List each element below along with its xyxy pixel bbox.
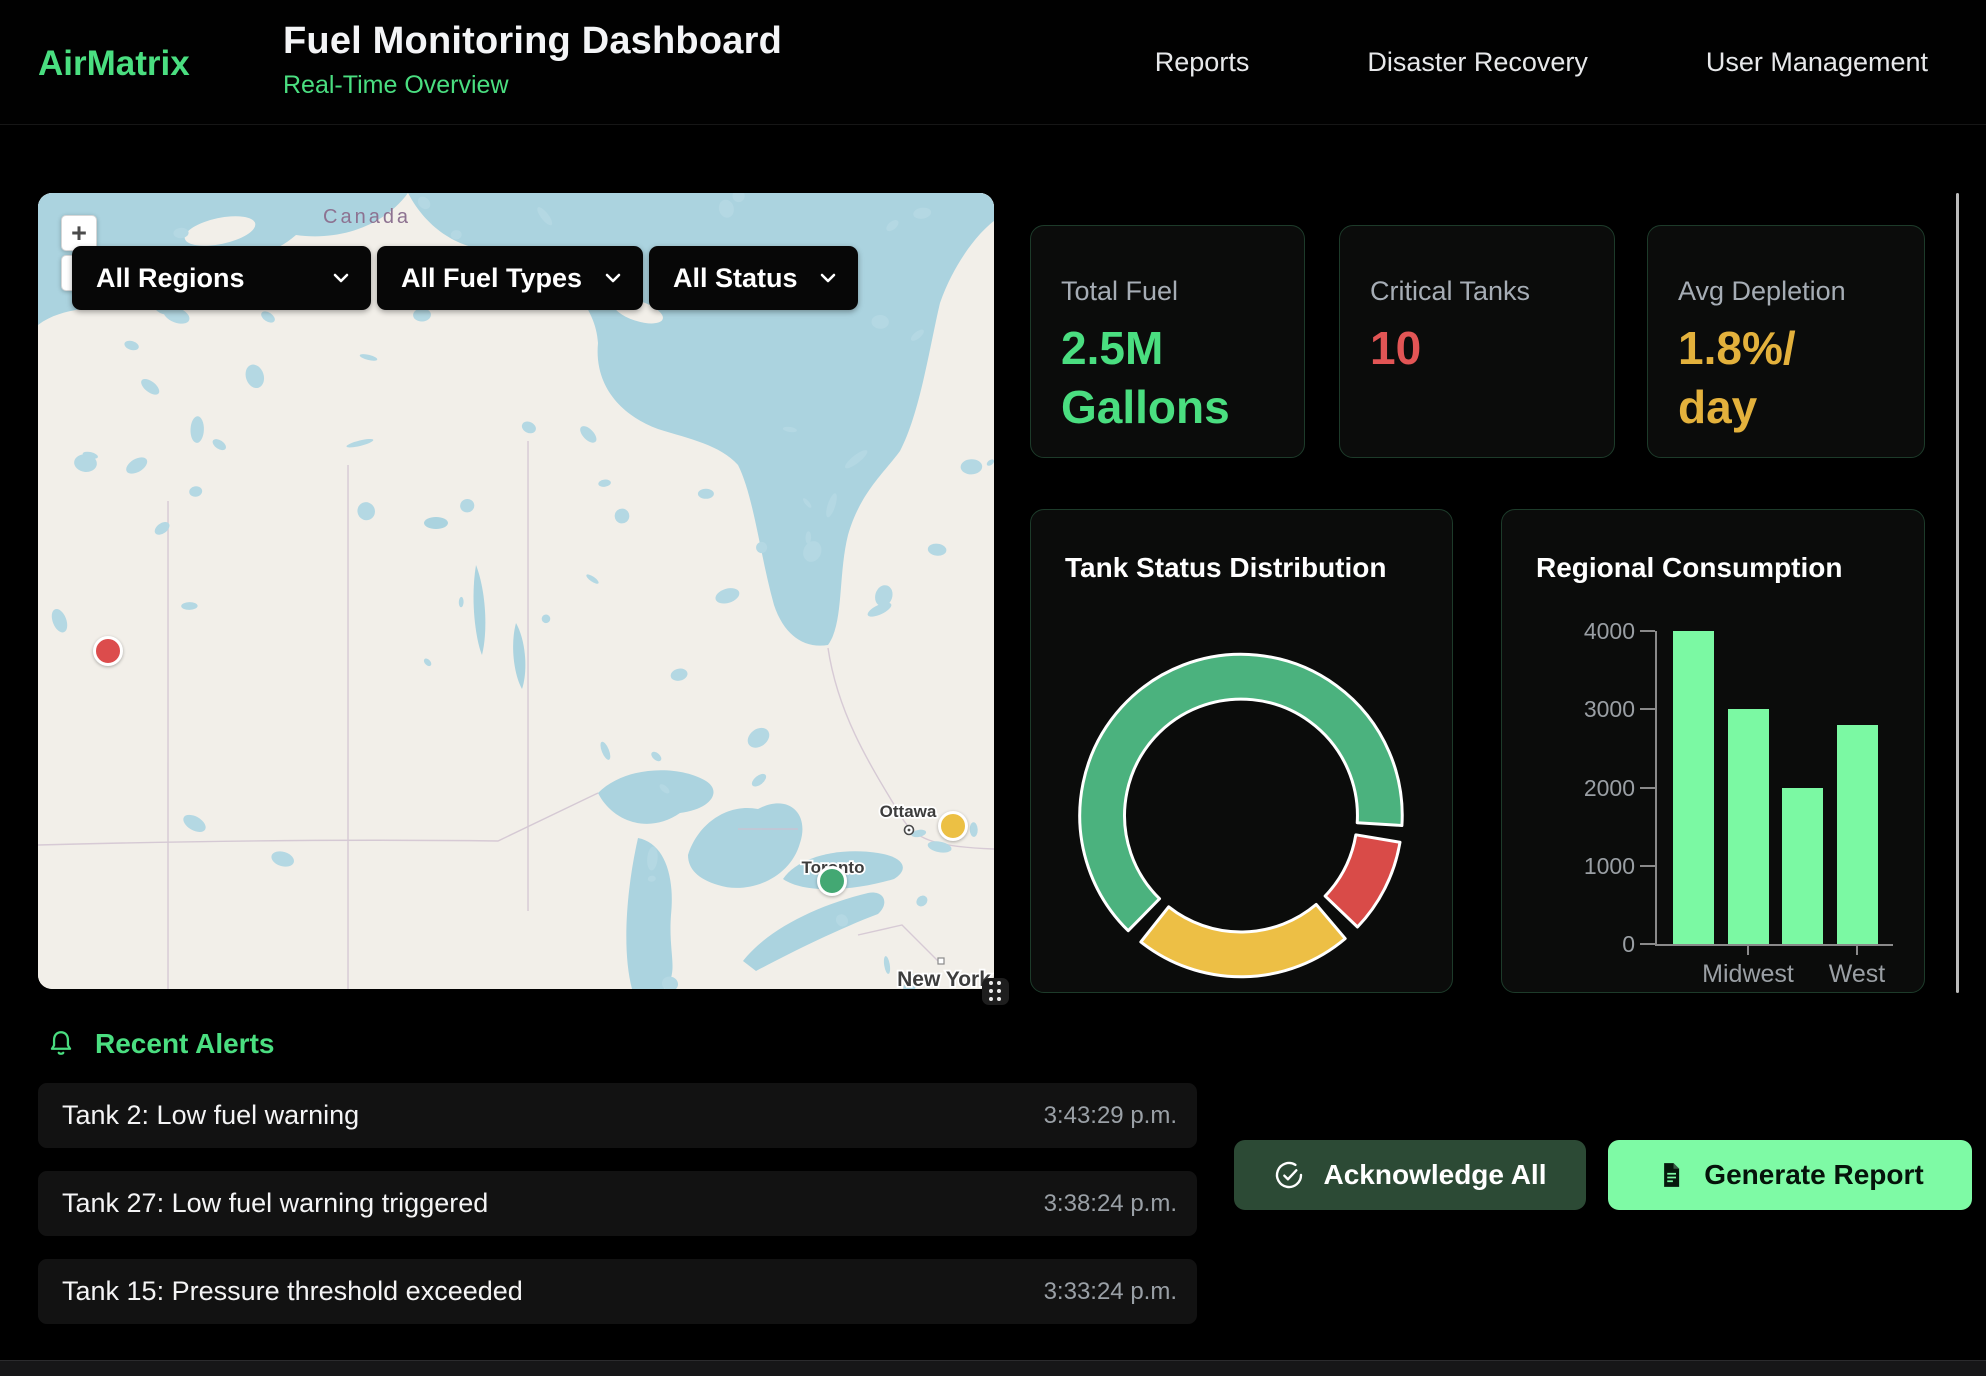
x-tick-label: Midwest: [1702, 960, 1794, 988]
y-tick-label: 4000: [1583, 618, 1635, 644]
y-tick-label: 3000: [1583, 696, 1635, 723]
alerts-title: Recent Alerts: [95, 1028, 275, 1059]
x-tick-mark: [1747, 946, 1749, 955]
bar-region-3: [1782, 787, 1823, 944]
map-canvas: Canada Ottawa Toronto New York: [38, 193, 994, 989]
donut-segment-normal: [1078, 652, 1404, 933]
title-block: Fuel Monitoring Dashboard Real-Time Over…: [283, 20, 782, 100]
acknowledge-all-button[interactable]: Acknowledge All: [1234, 1140, 1586, 1210]
document-icon: [1664, 1163, 1680, 1187]
y-tick-label: 1000: [1583, 852, 1635, 879]
bell-icon: [50, 1031, 72, 1055]
filter-dropdown[interactable]: All Fuel Types: [377, 246, 643, 310]
stat-card: Critical Tanks 10: [1339, 225, 1615, 458]
scrollbar-thumb[interactable]: [1956, 193, 1959, 993]
chevron-down-icon: [333, 273, 349, 283]
nav-item[interactable]: Disaster Recovery: [1367, 47, 1588, 77]
page-subtitle: Real-Time Overview: [283, 71, 509, 99]
regional-consumption-title: Regional Consumption: [1536, 552, 1843, 583]
tank-marker-critical[interactable]: [93, 636, 123, 666]
main-nav: Reports Disaster Recovery User Management: [1155, 0, 1928, 125]
tank-marker-warning[interactable]: [938, 811, 968, 841]
alert-row[interactable]: Tank 2: Low fuel warning 3:43:29 p.m.: [38, 1083, 1197, 1148]
map-zoom-in-button[interactable]: +: [61, 215, 97, 251]
donut-segment-warning: [1139, 902, 1347, 979]
x-tick-mark: [1856, 946, 1858, 955]
nav-item[interactable]: User Management: [1705, 47, 1928, 77]
generate-report-button[interactable]: Generate Report: [1608, 1140, 1972, 1210]
map-label-canada: Canada: [323, 206, 411, 228]
tank-status-panel: Tank Status Distribution: [1030, 509, 1453, 993]
tank-status-title: Tank Status Distribution: [1065, 552, 1387, 583]
y-tick-mark: [1640, 943, 1655, 945]
map-label-ottawa: Ottawa: [880, 802, 937, 821]
bottom-edge-bar: [0, 1360, 1986, 1376]
chevron-down-icon: [820, 273, 836, 283]
map-resize-grip[interactable]: [982, 978, 1009, 1005]
alert-row[interactable]: Tank 15: Pressure threshold exceeded 3:3…: [38, 1259, 1197, 1324]
y-tick-label: 2000: [1583, 774, 1635, 801]
y-tick-mark: [1640, 786, 1655, 789]
y-tick-mark: [1640, 708, 1655, 711]
alert-row[interactable]: Tank 27: Low fuel warning triggered 3:38…: [38, 1171, 1197, 1236]
tank-marker-normal[interactable]: [817, 866, 847, 896]
donut-segment-critical: [1323, 833, 1402, 929]
alerts-list: Tank 2: Low fuel warning 3:43:29 p.m. Ta…: [38, 1083, 1197, 1347]
map-label-new-york: New York: [897, 968, 991, 989]
map-filter-bar: All Regions All Fuel Types All Status: [72, 246, 858, 310]
stat-card: Avg Depletion 1.8%/day: [1647, 225, 1925, 458]
page-title: Fuel Monitoring Dashboard: [283, 20, 782, 62]
bar-region-1: [1673, 631, 1714, 944]
y-tick-mark: [1640, 864, 1655, 867]
chevron-down-icon: [605, 273, 621, 283]
app-header: AirMatrix Fuel Monitoring Dashboard Real…: [0, 0, 1986, 125]
alerts-header: Recent Alerts: [45, 1028, 274, 1060]
y-tick-label: 0: [1622, 931, 1635, 957]
regional-consumption-bar-chart: 0 1000 2000 3000 4000 Midwest West: [1502, 510, 1924, 992]
fuel-map[interactable]: Canada Ottawa Toronto New York + − All R…: [38, 193, 994, 989]
bar-west: [1836, 724, 1878, 944]
tank-status-donut-chart: [1078, 652, 1404, 979]
check-circle-icon: [1276, 1161, 1303, 1189]
x-tick-label: West: [1828, 960, 1886, 988]
brand-logo: AirMatrix: [38, 44, 190, 83]
y-axis: [1655, 631, 1657, 946]
stat-card: Total Fuel 2.5M Gallons: [1030, 225, 1305, 458]
regional-consumption-panel: Regional Consumption 0 1000 2000 3000 4000 Mi…: [1501, 509, 1925, 993]
filter-dropdown[interactable]: All Status: [649, 246, 858, 310]
nav-item[interactable]: Reports: [1154, 47, 1250, 77]
bar-midwest: [1727, 709, 1769, 944]
y-tick-mark: [1640, 630, 1655, 632]
x-axis: [1655, 944, 1893, 946]
filter-dropdown[interactable]: All Regions: [72, 246, 371, 310]
